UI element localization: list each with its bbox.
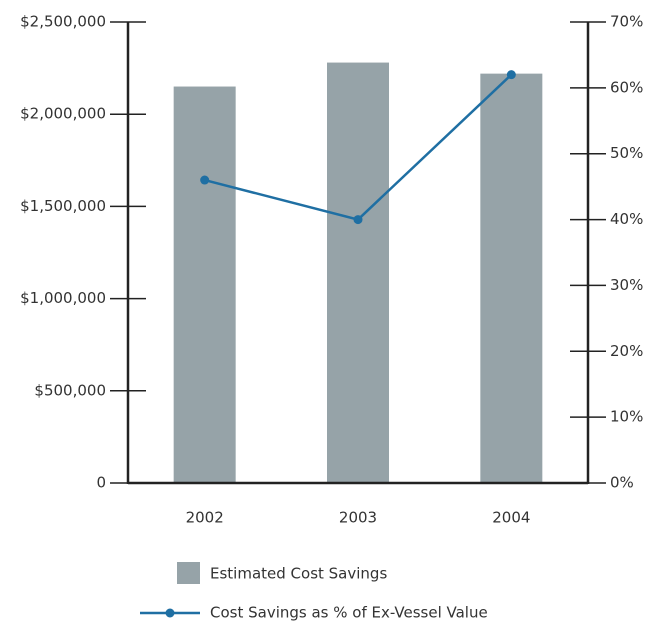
bar [480,73,543,483]
y-tick-label: $1,000,000 [20,289,106,307]
y2-tick-label: 10% [610,408,643,426]
bar [173,86,236,483]
y2-tick-label: 60% [610,78,643,96]
line-point [353,215,363,225]
y-tick-label: $500,000 [34,381,106,399]
y2-tick-label: 20% [610,342,643,360]
y2-tick-label: 40% [610,210,643,228]
x-tick-label: 2003 [339,509,377,527]
y2-tick-label: 30% [610,276,643,294]
x-tick-label: 2004 [492,509,530,527]
y-tick-label: $2,500,000 [20,13,106,31]
bar [327,62,389,484]
y2-tick-label: 0% [610,474,634,492]
line-point [200,175,210,185]
line-point [506,70,516,80]
legend-swatch [165,608,175,618]
y-tick-label: $2,000,000 [20,105,106,123]
x-tick-label: 2002 [186,509,224,527]
legend-swatch [177,562,200,584]
y-tick-label: 0 [96,474,106,492]
y2-tick-label: 70% [610,13,643,31]
legend-label: Estimated Cost Savings [210,565,387,583]
y2-tick-label: 50% [610,144,643,162]
legend-label: Cost Savings as % of Ex-Vessel Value [210,604,488,622]
y-tick-label: $1,500,000 [20,197,106,215]
